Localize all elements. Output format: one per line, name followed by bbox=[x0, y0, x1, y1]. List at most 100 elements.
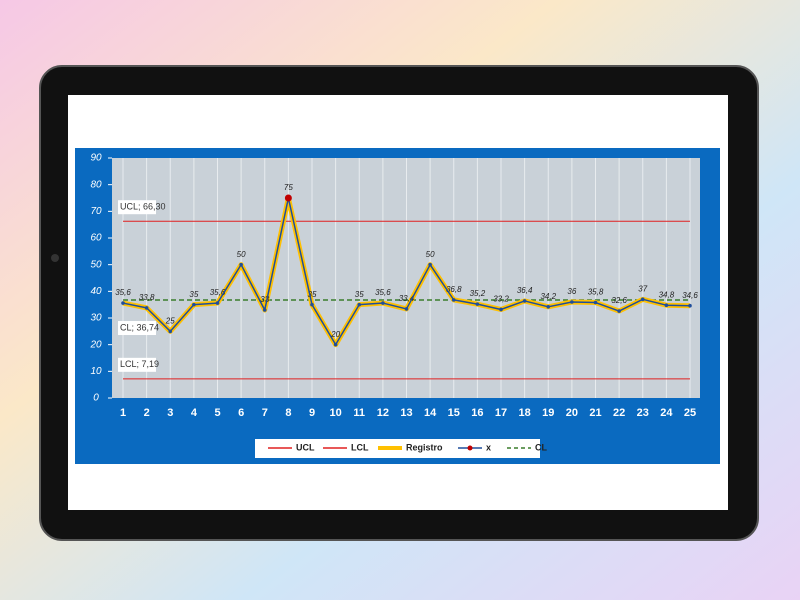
point-marker bbox=[239, 262, 243, 267]
value-label: 50 bbox=[426, 250, 435, 259]
point-marker bbox=[593, 300, 598, 305]
x-tick-label: 17 bbox=[495, 407, 507, 419]
point-marker bbox=[664, 303, 669, 308]
point-marker bbox=[617, 309, 621, 313]
point-marker bbox=[451, 298, 456, 302]
value-label: 35 bbox=[355, 290, 364, 299]
point-marker bbox=[475, 302, 480, 306]
point-marker bbox=[310, 302, 314, 307]
limit-label-box bbox=[118, 200, 156, 215]
x-tick-label: 24 bbox=[660, 407, 673, 419]
value-label: 75 bbox=[284, 183, 293, 192]
point-marker bbox=[168, 329, 173, 334]
x-tick-label: 21 bbox=[589, 407, 601, 419]
x-tick-label: 3 bbox=[167, 407, 173, 419]
value-label: 34,2 bbox=[540, 292, 556, 301]
point-marker bbox=[215, 301, 220, 305]
x-tick-label: 7 bbox=[262, 407, 268, 419]
point-marker bbox=[570, 300, 574, 304]
value-label: 20 bbox=[330, 330, 340, 339]
value-label: 36,4 bbox=[517, 286, 533, 295]
x-tick-label: 11 bbox=[353, 407, 365, 419]
point-marker bbox=[428, 262, 432, 267]
x-tick-label: 25 bbox=[684, 407, 696, 419]
x-tick-label: 2 bbox=[144, 407, 150, 419]
x-tick-label: 14 bbox=[424, 407, 437, 419]
x-tick-label: 23 bbox=[637, 407, 649, 419]
x-tick-label: 4 bbox=[191, 407, 198, 419]
limit-label: UCL; 66,30 bbox=[120, 202, 166, 212]
value-label: 34,8 bbox=[659, 290, 675, 299]
value-label: 36,8 bbox=[446, 285, 462, 294]
value-label: 50 bbox=[237, 250, 246, 259]
point-marker bbox=[381, 301, 385, 305]
point-marker bbox=[144, 306, 149, 310]
value-label: 33,4 bbox=[399, 294, 415, 303]
x-tick-label: 15 bbox=[448, 407, 460, 419]
value-label: 34,6 bbox=[682, 291, 698, 300]
x-tick-label: 16 bbox=[471, 407, 483, 419]
y-tick-label: 40 bbox=[90, 286, 102, 297]
y-tick-label: 90 bbox=[90, 153, 102, 164]
value-label: 37 bbox=[638, 284, 647, 293]
y-tick-label: 80 bbox=[90, 179, 102, 190]
value-label: 25 bbox=[165, 316, 175, 325]
point-marker bbox=[333, 342, 338, 347]
x-tick-label: 20 bbox=[566, 407, 578, 419]
y-tick-label: 10 bbox=[90, 366, 102, 377]
point-marker bbox=[546, 305, 551, 309]
value-label: 32,6 bbox=[611, 296, 627, 305]
value-label: 35,8 bbox=[588, 288, 604, 297]
limit-label-box bbox=[118, 321, 156, 336]
y-tick-label: 60 bbox=[90, 233, 102, 244]
point-marker bbox=[284, 194, 292, 202]
camera bbox=[51, 254, 59, 262]
y-tick-label: 70 bbox=[90, 206, 102, 217]
point-marker bbox=[499, 307, 503, 312]
value-label: 33,8 bbox=[139, 293, 155, 302]
x-tick-label: 13 bbox=[400, 407, 412, 419]
x-tick-label: 22 bbox=[613, 407, 625, 419]
x-tick-label: 19 bbox=[542, 407, 554, 419]
value-label: 33 bbox=[260, 295, 269, 304]
point-marker bbox=[640, 297, 645, 302]
x-tick-label: 6 bbox=[238, 407, 244, 419]
value-label: 33,2 bbox=[493, 295, 509, 304]
x-tick-label: 1 bbox=[120, 407, 126, 419]
value-label: 35 bbox=[308, 290, 317, 299]
limit-label-box bbox=[118, 357, 156, 372]
point-marker bbox=[262, 308, 267, 312]
limit-label: CL; 36,74 bbox=[120, 322, 159, 332]
legend-label: LCL bbox=[351, 442, 369, 452]
y-tick-label: 30 bbox=[90, 313, 102, 324]
point-marker bbox=[404, 307, 409, 311]
value-label: 35,6 bbox=[115, 288, 131, 297]
value-label: 35 bbox=[189, 290, 198, 299]
x-tick-label: 18 bbox=[519, 407, 531, 419]
point-marker bbox=[522, 299, 527, 303]
legend-label: CL bbox=[535, 442, 547, 452]
x-tick-label: 5 bbox=[214, 407, 220, 419]
x-tick-label: 12 bbox=[377, 407, 389, 419]
point-marker bbox=[121, 301, 125, 305]
value-label: 35,6 bbox=[375, 288, 391, 297]
x-tick-label: 10 bbox=[330, 407, 342, 419]
value-label: 35,2 bbox=[470, 289, 486, 298]
legend-label: Registro bbox=[406, 442, 443, 452]
limit-label: LCL; 7,19 bbox=[120, 359, 159, 369]
x-tick-label: 8 bbox=[285, 407, 291, 419]
legend-label: x bbox=[486, 442, 491, 452]
x-tick-label: 9 bbox=[309, 407, 315, 419]
point-marker bbox=[192, 302, 196, 307]
y-tick-label: 50 bbox=[90, 259, 102, 270]
value-label: 35,6 bbox=[210, 288, 226, 297]
legend-marker bbox=[467, 445, 473, 451]
value-label: 36 bbox=[567, 287, 576, 296]
y-tick-label: 20 bbox=[89, 339, 102, 350]
point-marker bbox=[357, 302, 362, 307]
point-marker bbox=[688, 303, 692, 308]
y-tick-label: 0 bbox=[93, 393, 99, 404]
